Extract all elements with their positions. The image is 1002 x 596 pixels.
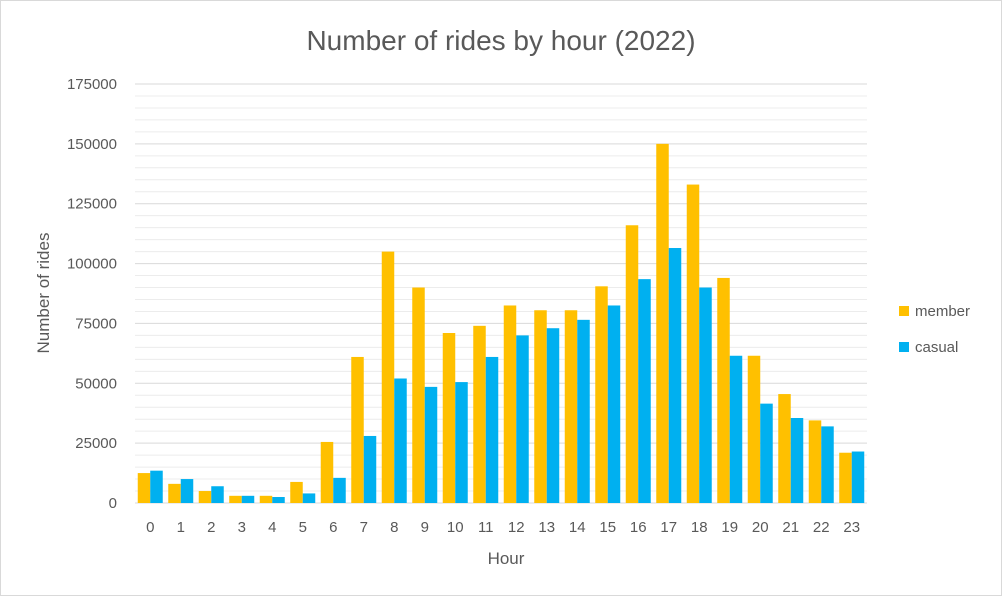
bar-casual-21 xyxy=(790,418,804,503)
bar-member-9 xyxy=(412,287,425,503)
chart-title: Number of rides by hour (2022) xyxy=(306,25,695,56)
y-axis-label: Number of rides xyxy=(34,233,53,354)
y-tick-label: 125000 xyxy=(67,196,117,213)
x-tick-label: 10 xyxy=(447,519,464,536)
bar-member-20 xyxy=(747,355,761,503)
x-tick-label: 9 xyxy=(421,519,429,536)
x-tick-label: 21 xyxy=(782,519,799,536)
x-tick-label: 19 xyxy=(721,519,738,536)
bar-member-18 xyxy=(686,184,700,503)
bar-casual-0 xyxy=(150,470,163,503)
legend-swatch-member xyxy=(899,306,909,316)
x-tick-label: 18 xyxy=(691,519,708,536)
bar-casual-2 xyxy=(211,486,224,503)
legend-label-casual: casual xyxy=(915,339,958,356)
bar-casual-7 xyxy=(363,435,377,503)
x-tick-label: 5 xyxy=(299,519,307,536)
y-tick-label: 75000 xyxy=(75,315,117,332)
bar-casual-11 xyxy=(485,356,499,503)
bar-casual-4 xyxy=(272,497,285,503)
x-tick-label: 6 xyxy=(329,519,337,536)
bar-member-2 xyxy=(198,491,212,503)
x-tick-label: 15 xyxy=(599,519,616,536)
y-tick-label: 100000 xyxy=(67,256,117,273)
y-tick-label: 25000 xyxy=(75,435,117,452)
x-tick-label: 4 xyxy=(268,519,276,536)
bar-casual-6 xyxy=(333,477,346,503)
bar-casual-20 xyxy=(760,403,773,503)
bars xyxy=(137,143,865,503)
bar-casual-15 xyxy=(607,305,621,503)
bar-member-16 xyxy=(625,225,639,503)
legend: member casual xyxy=(899,303,970,356)
bar-member-22 xyxy=(808,420,822,503)
bar-member-15 xyxy=(595,286,608,503)
bar-member-23 xyxy=(839,452,852,503)
bar-casual-16 xyxy=(638,279,651,503)
x-tick-label: 12 xyxy=(508,519,525,536)
bar-casual-22 xyxy=(821,426,834,503)
bar-casual-17 xyxy=(668,248,682,503)
bar-member-5 xyxy=(290,481,303,503)
x-tick-label: 2 xyxy=(207,519,215,536)
bar-casual-19 xyxy=(729,355,743,503)
bar-casual-14 xyxy=(577,319,590,503)
bar-member-21 xyxy=(778,394,791,503)
legend-label-member: member xyxy=(915,303,970,320)
bar-member-1 xyxy=(168,483,181,503)
x-tick-label: 22 xyxy=(813,519,830,536)
x-tick-label: 0 xyxy=(146,519,154,536)
bar-casual-3 xyxy=(241,495,255,503)
bar-member-14 xyxy=(564,310,578,503)
bar-member-0 xyxy=(137,473,151,503)
x-tick-label: 16 xyxy=(630,519,647,536)
bar-member-11 xyxy=(473,325,486,503)
x-tick-label: 7 xyxy=(360,519,368,536)
gridlines xyxy=(135,83,867,504)
bar-casual-5 xyxy=(302,493,316,503)
bar-member-3 xyxy=(229,495,242,503)
legend-swatch-casual xyxy=(899,342,909,352)
x-tick-label: 14 xyxy=(569,519,586,536)
y-tick-label: 150000 xyxy=(67,136,117,153)
x-tick-label: 13 xyxy=(538,519,555,536)
x-tick-label: 17 xyxy=(660,519,677,536)
bar-member-19 xyxy=(717,277,730,503)
bar-casual-1 xyxy=(180,479,194,503)
x-tick-label: 23 xyxy=(843,519,860,536)
bar-member-8 xyxy=(381,251,395,503)
bar-casual-23 xyxy=(851,451,865,503)
bar-casual-12 xyxy=(516,335,529,503)
y-tick-labels: 0 25000 50000 75000 100000 125000 150000 175000 xyxy=(67,76,117,512)
bar-member-17 xyxy=(656,143,669,503)
x-tick-label: 3 xyxy=(238,519,246,536)
x-tick-label: 20 xyxy=(752,519,769,536)
bar-casual-9 xyxy=(424,386,438,503)
bar-member-13 xyxy=(534,310,547,503)
bar-member-7 xyxy=(351,356,364,503)
bar-casual-13 xyxy=(546,328,560,503)
bar-casual-8 xyxy=(394,378,407,503)
bar-casual-10 xyxy=(455,382,468,503)
x-tick-label: 8 xyxy=(390,519,398,536)
bar-member-10 xyxy=(442,333,456,503)
y-tick-label: 50000 xyxy=(75,375,117,392)
y-tick-label: 175000 xyxy=(67,76,117,93)
bar-member-4 xyxy=(259,495,273,503)
x-tick-labels: 0 1 2 3 4 5 6 7 8 9 10 11 12 13 14 15 16 17 18 19 20 21 22 23 xyxy=(146,519,860,536)
bar-member-6 xyxy=(320,441,334,503)
y-tick-label: 0 xyxy=(109,495,117,512)
bar-member-12 xyxy=(503,305,517,503)
bar-casual-18 xyxy=(699,287,712,503)
x-tick-label: 11 xyxy=(478,519,494,536)
x-tick-label: 1 xyxy=(177,519,185,536)
x-axis-label: Hour xyxy=(488,549,525,568)
